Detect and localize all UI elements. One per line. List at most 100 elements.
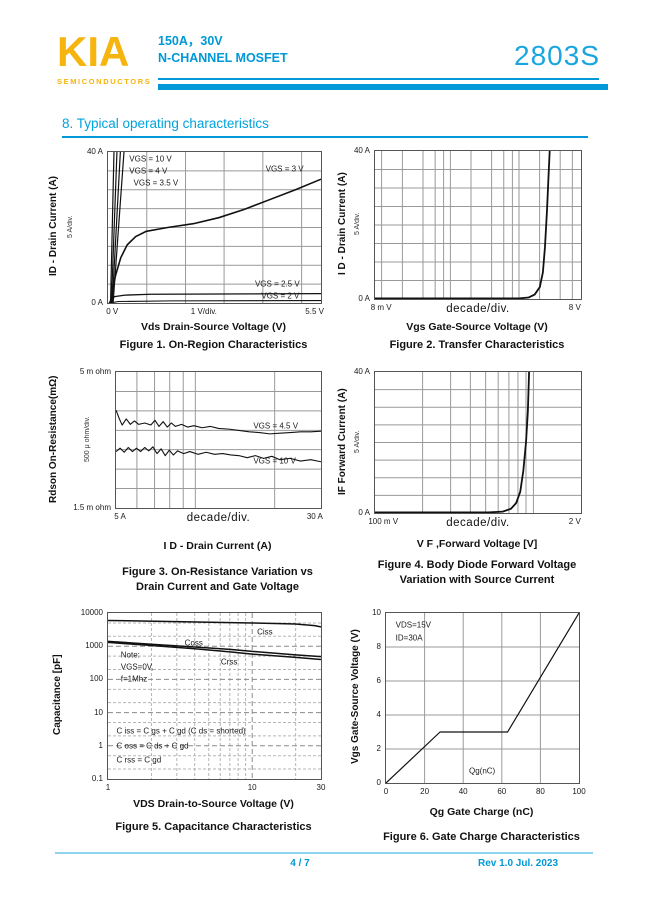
header-rule-thick [158,84,608,90]
y-axis-tick: 40 A [353,146,370,156]
figure-5-canvas [108,613,321,779]
plot-annotation: VGS = 3.5 V [133,178,179,188]
plot-annotation: VGS=0V, [120,662,154,672]
figure-3: VGS = 4.5 V VGS = 10 V 5 m ohm 1.5 m ohm 5 A… [48,367,323,593]
x-axis-tick: 2 V [568,517,581,526]
plot-annotation: VDS=15V [395,620,431,630]
device-summary: 150A，30V N-CHANNEL MOSFET [158,33,288,67]
figure-4-y-axis-title: IF Forward Current (A) [337,388,348,495]
x-axis-tick: decade/div. [186,512,251,524]
x-axis-tick: 30 [316,783,326,792]
curve-VGS = 10 V [111,152,114,303]
y-axis-tick: 100 [89,674,103,684]
figure-5-x-axis-title: VDS Drain-to-Source Voltage (V) [133,798,294,810]
figure-6: VDS=15V ID=30A Qg(nC) 10 8 6 4 2 0 0 20 40 60 80 100 V… [350,608,586,843]
figure-2-canvas [375,151,581,299]
figure-6-caption: Figure 6. Gate Charge Characteristics [383,831,580,843]
figure-6-plot: VDS=15V ID=30A Qg(nC) 10 8 6 4 2 0 0 20 40 60 80 100 [372,608,586,796]
curve-VGS = 3 V [110,179,321,303]
revision-label: Rev 1.0 Jul. 2023 [478,858,559,869]
x-axis-tick: 8 m V [370,303,392,312]
y-axis-tick: 0 A [358,508,370,518]
figure-3-canvas [116,372,321,508]
curve-VGS = 2 V [109,301,321,303]
device-type: N-CHANNEL MOSFET [158,51,288,65]
figure-6-y-axis-title: Vgs Gate-Source Voltage (V) [350,629,361,765]
figure-1-caption: Figure 1. On-Region Characteristics [119,339,308,351]
y-axis-tick: 40 A [86,147,103,157]
y-axis-tick: 0 A [358,294,370,304]
x-axis-tick: 40 [458,787,468,796]
figure-5-plot: Ciss Coss Crss Note: VGS=0V, f=1Mhz C iss = C … [81,608,326,792]
x-axis-tick: 80 [535,787,545,796]
figure-2-y-div-label: 5 A/div. [354,212,361,236]
plot-annotation: Crss [220,657,238,667]
plot-annotation: Qg(nC) [468,766,496,776]
kia-logo-text: KIA [57,28,130,75]
x-axis-tick: 0 V [106,307,119,316]
y-axis-tick: 6 [376,676,381,686]
curve-ID vs VGS [375,151,550,298]
figure-1-canvas [108,152,321,303]
curve-VGS steep bundle [111,152,117,303]
curve-VGS = 2.5 V [109,294,321,303]
x-axis-tick: 60 [497,787,507,796]
y-axis-tick: 1000 [85,641,103,651]
page-number: 4 / 7 [290,858,310,869]
y-axis-tick: 10 [94,707,103,717]
curve-VGS = 10 V [116,447,321,462]
kia-logo-subtext: SEMICONDUCTORS [57,77,152,86]
figure-4-x-axis-title: V F ,Forward Voltage [V] [416,538,538,550]
figure-3-y-div-label: 500 μ ohm/div. [84,416,91,462]
plot-annotation: f=1Mhz [120,674,148,684]
figure-2-caption: Figure 2. Transfer Characteristics [389,339,565,351]
x-axis-tick: 100 [572,787,586,796]
x-axis-tick: 0 [383,787,389,796]
figure-3-plot: VGS = 4.5 V VGS = 10 V 5 m ohm 1.5 m ohm 5 A… [73,367,323,524]
figure-5: Ciss Coss Crss Note: VGS=0V, f=1Mhz C iss = C … [52,608,326,833]
curve-Coss [108,641,321,656]
y-axis-tick: 8 [376,642,381,652]
y-axis-tick: 10000 [80,608,103,618]
figure-3-y-axis-title: Rdson On-Resistance(mΩ) [48,375,59,503]
y-axis-tick: 40 A [353,367,370,377]
y-axis-tick: 4 [376,710,381,720]
figure-1-plot: VGS = 10 V VGS = 4 V VGS = 3.5 V VGS = 3 V V… [87,147,324,316]
curve-VGS = 4.5 V [116,410,321,434]
x-axis-tick: 5 A [114,512,126,521]
figure-1-y-axis-title: ID - Drain Current (A) [48,176,59,277]
plot-annotation: VGS = 3 V [265,164,304,174]
curve-IF vs VF [375,372,529,512]
y-axis-tick: 1.5 m ohm [73,503,111,513]
figure-3-x-axis-title: I D - Drain Current (A) [163,540,272,552]
footer-rule [55,852,593,854]
x-axis-tick: 5.5 V [305,307,324,316]
figure-6-x-axis-title: Qg Gate Charge (nC) [429,806,534,818]
plot-annotation: VGS = 4 V [129,166,168,176]
plot-annotation: VGS = 10 V [129,154,172,164]
x-axis-tick: decade/div. [446,517,510,529]
figure-6-canvas [386,613,579,783]
x-axis-tick: 1 [105,783,111,792]
plot-annotation: C oss = C ds + C gd [116,741,189,751]
y-axis-tick: 0 A [91,298,103,308]
y-axis-tick: 0 [376,778,381,788]
x-axis-tick: 30 A [306,512,323,521]
figure-5-caption: Figure 5. Capacitance Characteristics [115,821,312,833]
figure-5-y-axis-title: Capacitance [pF] [52,654,63,736]
part-number: 2803S [514,40,600,71]
figure-4-canvas [375,372,581,513]
plot-annotation: VGS = 2.5 V [254,279,300,289]
x-axis-tick: 20 [420,787,430,796]
x-axis-tick: 1 V/div. [190,307,217,316]
y-axis-tick: 10 [372,608,381,618]
x-axis-tick: decade/div. [446,303,510,315]
plot-annotation: C iss = C gs + C gd (C ds = shorted) [116,726,246,736]
plot-annotation: C rss = C gd [116,755,162,765]
figure-4-plot: 40 A 0 A 100 m V decade/div. 2 V [354,367,582,529]
y-axis-tick: 0.1 [91,774,103,784]
x-axis-tick: 8 V [568,303,581,312]
